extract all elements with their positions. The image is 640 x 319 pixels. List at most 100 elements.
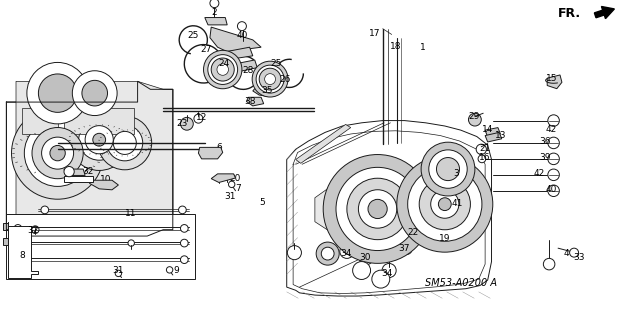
Circle shape — [397, 156, 493, 252]
Circle shape — [32, 128, 83, 179]
Circle shape — [431, 190, 459, 218]
Text: 18: 18 — [390, 42, 401, 51]
Circle shape — [180, 117, 193, 130]
Polygon shape — [246, 97, 264, 106]
Circle shape — [287, 246, 301, 260]
Text: 7: 7 — [236, 184, 241, 193]
Circle shape — [82, 80, 108, 106]
Circle shape — [382, 263, 396, 278]
Circle shape — [478, 155, 486, 163]
Polygon shape — [198, 147, 223, 159]
Polygon shape — [210, 27, 261, 52]
Text: 5: 5 — [260, 198, 265, 207]
Circle shape — [543, 258, 555, 270]
Circle shape — [12, 107, 104, 199]
Polygon shape — [287, 121, 492, 296]
Circle shape — [79, 119, 120, 160]
Circle shape — [14, 239, 22, 247]
Circle shape — [68, 109, 130, 170]
Text: 14: 14 — [482, 125, 493, 134]
Circle shape — [421, 142, 475, 196]
Polygon shape — [296, 124, 351, 163]
Circle shape — [85, 126, 113, 154]
Circle shape — [237, 22, 246, 31]
Circle shape — [24, 120, 91, 186]
Polygon shape — [16, 81, 173, 236]
FancyArrow shape — [595, 6, 614, 19]
Polygon shape — [8, 222, 38, 278]
Circle shape — [98, 116, 152, 170]
Text: 34: 34 — [381, 269, 393, 278]
Circle shape — [166, 267, 173, 273]
Text: 28: 28 — [243, 66, 254, 75]
Text: 8: 8 — [20, 251, 25, 260]
Circle shape — [180, 239, 188, 247]
Text: 2: 2 — [211, 8, 216, 17]
Circle shape — [408, 227, 421, 240]
Text: 40: 40 — [546, 185, 557, 194]
Circle shape — [180, 225, 188, 232]
Text: 24: 24 — [218, 59, 230, 68]
Circle shape — [336, 167, 419, 250]
Circle shape — [180, 256, 188, 263]
Circle shape — [468, 113, 481, 126]
Circle shape — [316, 242, 339, 265]
Polygon shape — [6, 81, 173, 236]
Circle shape — [64, 167, 74, 177]
Circle shape — [548, 137, 559, 149]
Circle shape — [252, 61, 288, 97]
Circle shape — [368, 199, 387, 219]
Circle shape — [194, 114, 203, 123]
Circle shape — [210, 0, 219, 8]
Polygon shape — [6, 214, 195, 279]
Text: 25: 25 — [271, 59, 282, 68]
Polygon shape — [64, 169, 85, 175]
Text: 29: 29 — [468, 112, 479, 121]
Circle shape — [436, 232, 449, 245]
Text: 10: 10 — [100, 175, 111, 184]
Circle shape — [401, 243, 412, 255]
Polygon shape — [22, 108, 58, 134]
Circle shape — [14, 225, 22, 232]
Circle shape — [548, 169, 559, 181]
Circle shape — [107, 125, 143, 161]
Circle shape — [259, 68, 281, 90]
Text: 15: 15 — [546, 74, 557, 83]
Text: 30: 30 — [359, 253, 371, 262]
Circle shape — [570, 248, 579, 257]
Text: 3: 3 — [453, 169, 458, 178]
Text: 33: 33 — [573, 253, 585, 262]
Polygon shape — [547, 75, 562, 89]
Circle shape — [204, 50, 242, 89]
Circle shape — [358, 190, 397, 228]
Text: 39: 39 — [540, 153, 551, 162]
Text: 41: 41 — [452, 199, 463, 208]
Circle shape — [41, 206, 49, 214]
Circle shape — [340, 244, 354, 258]
Circle shape — [353, 262, 371, 279]
Circle shape — [14, 256, 22, 263]
Circle shape — [408, 167, 482, 241]
Text: 26: 26 — [279, 75, 291, 84]
Text: 11: 11 — [125, 209, 137, 218]
Polygon shape — [3, 223, 8, 230]
Circle shape — [211, 58, 234, 81]
Circle shape — [429, 150, 467, 188]
Circle shape — [548, 153, 559, 165]
Polygon shape — [236, 60, 257, 72]
Text: 31: 31 — [113, 266, 124, 275]
Text: 25: 25 — [188, 31, 199, 40]
Text: 36: 36 — [540, 137, 551, 146]
Circle shape — [38, 74, 77, 112]
Circle shape — [50, 145, 65, 161]
Polygon shape — [19, 83, 134, 105]
Circle shape — [323, 154, 432, 263]
Text: 19: 19 — [439, 234, 451, 243]
Polygon shape — [485, 128, 500, 137]
Circle shape — [548, 185, 559, 197]
Circle shape — [31, 226, 39, 234]
Text: 34: 34 — [340, 249, 351, 258]
Text: FR.: FR. — [558, 7, 581, 20]
Text: 42: 42 — [546, 125, 557, 134]
Polygon shape — [454, 168, 475, 179]
